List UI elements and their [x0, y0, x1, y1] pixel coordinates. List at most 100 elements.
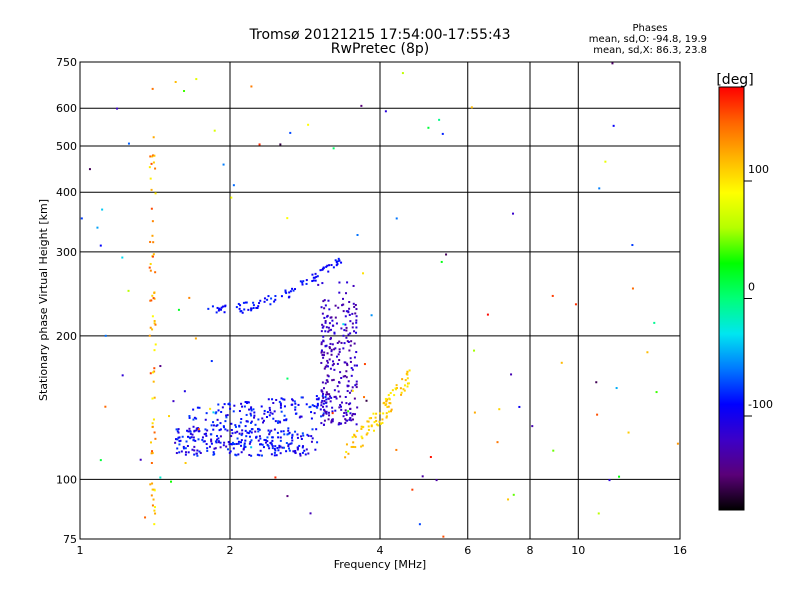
data-point — [250, 454, 253, 457]
data-point — [244, 439, 247, 442]
data-point — [217, 409, 220, 412]
data-point — [151, 488, 154, 491]
data-point — [275, 454, 278, 457]
data-point — [300, 415, 303, 418]
data-point — [342, 303, 345, 306]
data-point — [221, 406, 224, 409]
data-point — [334, 304, 337, 307]
data-point — [551, 294, 554, 297]
data-point — [258, 435, 261, 438]
data-point — [323, 400, 326, 403]
colorbar-ticks: 100 0 -100 — [744, 163, 773, 417]
data-point — [99, 244, 102, 247]
data-point — [184, 447, 187, 450]
data-point — [322, 300, 325, 303]
data-point — [259, 437, 262, 440]
data-point — [99, 459, 102, 462]
data-point — [151, 452, 154, 455]
data-point — [290, 403, 293, 406]
data-point — [305, 279, 308, 282]
data-point — [279, 445, 282, 448]
data-point — [338, 340, 341, 343]
data-point — [288, 431, 291, 434]
data-point — [367, 420, 370, 423]
data-point — [370, 314, 373, 317]
data-point — [148, 166, 151, 169]
data-point — [321, 282, 324, 285]
data-point — [188, 427, 191, 430]
data-point — [286, 433, 289, 436]
data-point — [326, 359, 329, 362]
data-point — [331, 410, 334, 413]
data-point — [201, 436, 204, 439]
data-point — [244, 400, 247, 403]
data-point — [258, 443, 261, 446]
data-point — [327, 411, 330, 414]
data-point — [149, 177, 152, 180]
data-point — [329, 367, 332, 370]
data-point — [151, 425, 154, 428]
data-point — [324, 395, 327, 398]
data-point — [349, 412, 352, 415]
data-point — [347, 340, 350, 343]
data-point — [347, 333, 350, 336]
data-point — [353, 397, 356, 400]
data-point — [153, 396, 156, 399]
data-point — [255, 306, 258, 309]
data-point — [338, 406, 341, 409]
data-point — [297, 403, 300, 406]
data-point — [324, 321, 327, 324]
data-point — [299, 280, 302, 283]
data-point — [323, 316, 326, 319]
data-point — [339, 395, 342, 398]
data-point — [381, 421, 384, 424]
data-point — [320, 330, 323, 333]
data-point — [187, 451, 190, 454]
data-point — [344, 421, 347, 424]
data-point — [80, 217, 83, 220]
data-point — [277, 449, 280, 452]
data-point — [300, 396, 303, 399]
chart-subtitle: RwPretec (8p) — [331, 41, 429, 57]
data-point — [245, 413, 248, 416]
data-point — [274, 445, 277, 448]
data-point — [267, 398, 270, 401]
data-point — [348, 307, 351, 310]
data-point — [152, 161, 155, 164]
data-point — [328, 322, 331, 325]
data-point — [176, 438, 179, 441]
data-point — [226, 429, 229, 432]
data-point — [330, 316, 333, 319]
data-point — [255, 436, 258, 439]
y-tick-label: 100 — [56, 473, 77, 486]
data-point — [347, 452, 350, 455]
data-point — [356, 406, 359, 409]
data-point — [323, 367, 326, 370]
data-point — [175, 452, 178, 455]
data-point — [191, 448, 194, 451]
data-point — [317, 283, 320, 286]
data-point — [353, 434, 356, 437]
data-point — [404, 379, 407, 382]
data-point — [144, 516, 147, 519]
data-point — [310, 417, 313, 420]
data-point — [236, 430, 239, 433]
data-point — [222, 305, 225, 308]
data-point — [154, 343, 157, 346]
data-point — [294, 408, 297, 411]
data-point — [314, 272, 317, 275]
data-point — [195, 78, 198, 81]
data-point — [375, 412, 378, 415]
data-point — [271, 447, 274, 450]
data-point — [230, 428, 233, 431]
data-point — [269, 411, 272, 414]
data-point — [266, 298, 269, 301]
data-point — [350, 367, 353, 370]
data-point — [510, 373, 513, 376]
data-point — [248, 408, 251, 411]
data-point — [259, 299, 262, 302]
data-point — [250, 431, 253, 434]
data-point — [193, 453, 196, 456]
data-point — [308, 406, 311, 409]
data-point — [204, 428, 207, 431]
